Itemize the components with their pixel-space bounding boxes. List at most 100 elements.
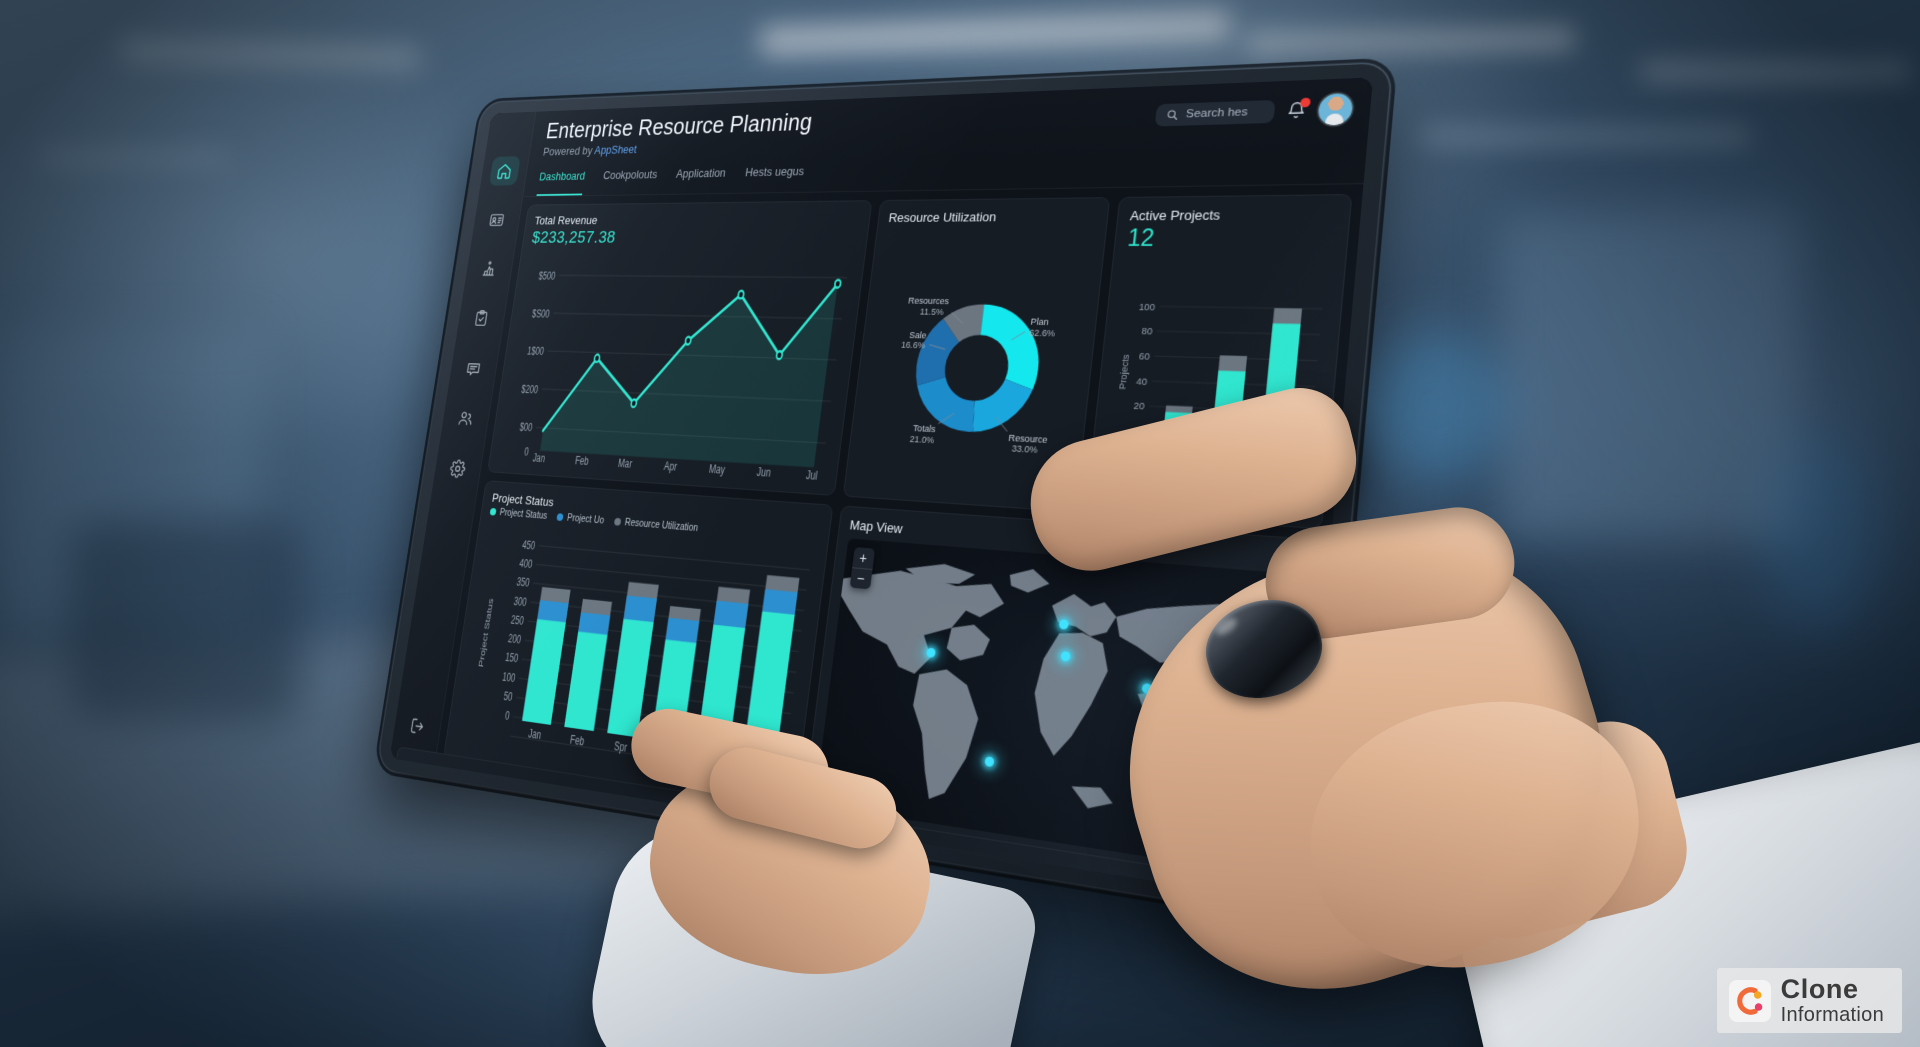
map-zoom-in-button[interactable]: + — [858, 549, 869, 566]
header-actions: Search hes — [1154, 90, 1354, 131]
sidebar-item-tasks[interactable] — [465, 303, 497, 333]
total-revenue-value: $233,257.38 — [530, 228, 617, 248]
sidebar-item-home[interactable] — [488, 156, 521, 186]
clone-logo-icon — [1728, 979, 1771, 1022]
svg-text:150: 150 — [504, 651, 519, 665]
document-lines-icon — [465, 358, 483, 377]
card-title: Total Revenue — [533, 213, 599, 228]
slice-totals[interactable] — [925, 319, 1029, 419]
tab-application[interactable]: Application — [675, 166, 727, 181]
card-title: Resource Utilization — [887, 209, 998, 225]
active-projects-value: 12 — [1126, 224, 1156, 252]
svg-text:Mar: Mar — [617, 458, 633, 472]
main-content: Enterprise Resource Planning Powered by … — [395, 77, 1374, 905]
revenue-line-chart[interactable]: $500 $S00 1$00 $200 $00 0 — [498, 253, 855, 484]
svg-text:$00: $00 — [519, 421, 533, 434]
watermark-line-2: Information — [1780, 1004, 1884, 1026]
svg-text:80: 80 — [1141, 326, 1153, 337]
legend-swatch — [556, 513, 564, 522]
x-axis-labels: Jan Feb Mar Apr May Jun Jul — [532, 452, 819, 483]
y-axis-labels: 450 400 350 300 250 200 150 100 50 — [501, 538, 536, 723]
map-marker[interactable] — [925, 648, 936, 659]
slice-sale[interactable] — [925, 319, 1029, 419]
svg-text:$500: $500 — [538, 270, 556, 282]
user-avatar[interactable] — [1317, 92, 1354, 126]
legend-label: Resource Utilization — [624, 517, 699, 534]
tab-dashboard[interactable]: Dashboard — [536, 169, 586, 196]
svg-text:Jan: Jan — [527, 727, 542, 742]
watermark-text: Clone Information — [1780, 974, 1884, 1026]
legend-swatch — [613, 517, 622, 526]
svg-text:11.5%: 11.5% — [919, 306, 944, 317]
svg-text:Jun: Jun — [756, 466, 772, 480]
sidebar-item-analytics[interactable] — [473, 254, 505, 284]
sidebar-spacer — [423, 504, 452, 689]
search-text: Search hes — [1185, 106, 1249, 121]
svg-text:33.0%: 33.0% — [1011, 443, 1038, 455]
y-axis-labels: $500 $S00 1$00 $200 $00 0 — [519, 270, 556, 459]
legend-label: Project Uo — [566, 512, 605, 526]
bar-chart-icon — [480, 260, 498, 278]
svg-text:1$00: 1$00 — [526, 345, 544, 358]
svg-text:May: May — [708, 463, 726, 477]
svg-text:Feb: Feb — [574, 455, 589, 469]
svg-text:450: 450 — [521, 538, 536, 551]
people-icon — [457, 408, 475, 427]
svg-text:Resource: Resource — [1008, 432, 1048, 445]
svg-text:Spr: Spr — [613, 739, 628, 754]
map-zoom-out-button[interactable]: − — [849, 566, 873, 589]
tablet-device: Enterprise Resource Planning Powered by … — [376, 62, 1392, 923]
search-input[interactable]: Search hes — [1154, 99, 1276, 127]
svg-text:200: 200 — [507, 632, 522, 646]
subtitle-brand: AppSheet — [593, 143, 638, 157]
slice-resource[interactable] — [925, 319, 1029, 419]
tablet-screen: Enterprise Resource Planning Powered by … — [389, 77, 1374, 905]
notifications-button[interactable] — [1286, 97, 1311, 120]
tab-hests-uegus[interactable]: Hests uegus — [744, 164, 805, 180]
clone-logo-glyph — [1736, 986, 1762, 1015]
svg-text:21.0%: 21.0% — [909, 434, 935, 446]
clipboard-check-icon — [472, 309, 490, 328]
svg-text:16.6%: 16.6% — [900, 340, 925, 351]
contact-card-icon — [488, 211, 506, 229]
watermark-line-1: Clone — [1780, 974, 1859, 1004]
title-block: Enterprise Resource Planning Powered by … — [542, 109, 813, 159]
sidebar-item-contacts[interactable] — [481, 205, 513, 234]
slice-plan[interactable] — [925, 319, 1029, 419]
svg-text:300: 300 — [513, 595, 528, 609]
sidebar-item-documents[interactable] — [458, 352, 490, 383]
svg-text:Plan: Plan — [1030, 317, 1049, 328]
bar-project-status[interactable] — [522, 618, 566, 725]
sidebar-item-people[interactable] — [450, 402, 482, 433]
home-icon — [495, 162, 513, 180]
sidebar-item-logout[interactable] — [401, 708, 434, 744]
sidebar-item-settings[interactable] — [442, 452, 474, 484]
search-icon — [1166, 109, 1180, 122]
legend-item[interactable]: Project Status — [489, 507, 548, 522]
revenue-line-svg: $500 $S00 1$00 $200 $00 0 — [519, 270, 855, 483]
y-axis-title: Project Status — [477, 598, 496, 667]
bell-icon — [1286, 101, 1308, 120]
svg-text:Resources: Resources — [907, 295, 949, 306]
supporting-hand — [577, 700, 1050, 1047]
slice-resources[interactable] — [925, 319, 1029, 419]
svg-text:Sale: Sale — [909, 329, 927, 340]
notification-badge — [1300, 97, 1311, 108]
svg-text:Feb: Feb — [569, 733, 585, 748]
svg-text:20: 20 — [1133, 400, 1145, 411]
svg-text:250: 250 — [510, 613, 525, 627]
subtitle-prefix: Powered by — [542, 144, 596, 159]
svg-text:50: 50 — [503, 690, 513, 704]
gear-icon — [449, 458, 467, 478]
map-zoom-controls[interactable]: + − — [849, 546, 875, 589]
svg-text:0: 0 — [523, 446, 529, 459]
svg-text:60: 60 — [1139, 351, 1151, 362]
legend-label: Project Status — [499, 507, 548, 522]
card-total-revenue: Total Revenue $233,257.38 — [487, 200, 873, 496]
tab-cookpolouts[interactable]: Cookpolouts — [602, 168, 659, 182]
y-axis-title: Projects — [1117, 354, 1132, 390]
svg-text:62.6%: 62.6% — [1028, 328, 1055, 339]
legend-item[interactable]: Project Uo — [556, 512, 605, 526]
